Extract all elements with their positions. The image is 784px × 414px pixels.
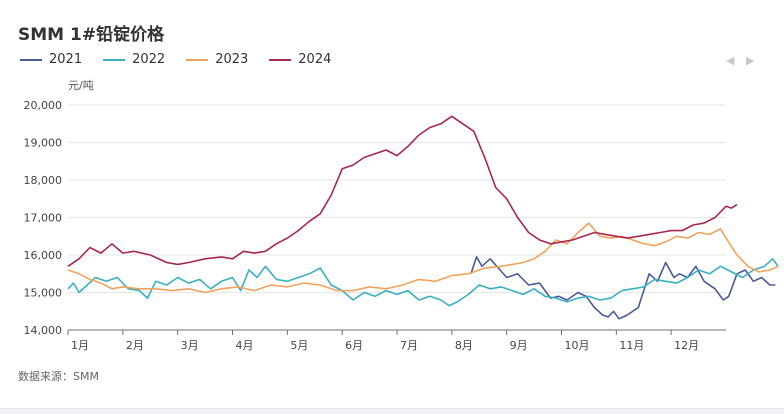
legend-item-2024[interactable]: 2024 [269, 52, 331, 67]
series-line-2024 [67, 115, 738, 267]
series-line-2021 [470, 256, 776, 320]
x-tick-label: 12月 [674, 339, 699, 352]
y-tick-label: 18,000 [24, 174, 63, 187]
legend-next-icon[interactable]: ▶ [746, 54, 755, 67]
x-tick-label: 8月 [455, 339, 473, 352]
legend-label-2023: 2023 [215, 52, 249, 67]
y-axis-unit: 元/吨 [68, 79, 94, 92]
chart-title: SMM 1#铅锭价格 [18, 25, 165, 45]
legend-label-2021: 2021 [49, 52, 83, 67]
series-line-2023 [67, 222, 779, 294]
x-tick-label: 4月 [236, 339, 254, 352]
legend-prev-icon[interactable]: ◀ [726, 54, 735, 67]
x-tick-label: 10月 [565, 339, 590, 352]
legend-label-2024: 2024 [298, 52, 332, 67]
x-tick-label: 3月 [181, 339, 199, 352]
x-tick-label: 7月 [400, 339, 418, 352]
legend: 2021 2022 2023 2024 [20, 52, 352, 67]
x-tick-label: 5月 [290, 339, 308, 352]
x-tick-label: 2月 [126, 339, 144, 352]
x-tick-label: 6月 [345, 339, 363, 352]
x-tick-label: 1月 [71, 339, 89, 352]
series-line-2022 [67, 258, 779, 307]
x-tick-label: 11月 [619, 339, 644, 352]
legend-swatch-2022 [103, 58, 126, 61]
x-tick-label: 9月 [510, 339, 528, 352]
y-tick-label: 19,000 [24, 137, 63, 150]
data-source: 数据来源：SMM [18, 370, 99, 383]
y-tick-label: 17,000 [24, 212, 63, 225]
legend-swatch-2024 [269, 58, 292, 61]
legend-swatch-2021 [20, 58, 42, 61]
legend-label-2022: 2022 [132, 52, 166, 67]
y-tick-label: 20,000 [24, 99, 63, 112]
y-tick-label: 15,000 [24, 287, 63, 300]
legend-swatch-2023 [186, 58, 209, 61]
legend-item-2021[interactable]: 2021 [20, 52, 82, 67]
legend-item-2023[interactable]: 2023 [186, 52, 248, 67]
y-tick-label: 14,000 [24, 324, 63, 337]
legend-item-2022[interactable]: 2022 [103, 52, 165, 67]
y-tick-label: 16,000 [24, 249, 63, 262]
